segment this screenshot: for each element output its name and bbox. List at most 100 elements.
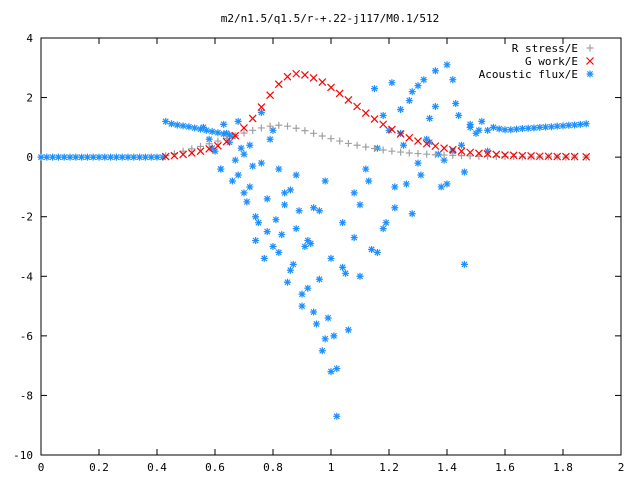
data-point xyxy=(483,149,492,158)
data-point xyxy=(260,254,268,262)
data-point xyxy=(309,73,318,82)
data-point xyxy=(553,152,562,161)
data-point xyxy=(350,189,358,197)
data-point xyxy=(361,109,370,117)
data-point xyxy=(387,125,396,134)
data-point xyxy=(484,126,492,134)
plot-frame xyxy=(40,37,622,456)
data-point xyxy=(335,89,344,98)
data-point xyxy=(89,153,97,161)
data-point xyxy=(249,126,257,134)
data-point xyxy=(246,141,254,149)
data-point xyxy=(397,105,405,113)
data-point xyxy=(315,207,323,215)
data-point xyxy=(60,153,68,161)
data-point xyxy=(431,67,439,75)
data-point xyxy=(509,151,518,160)
data-point xyxy=(292,171,300,179)
data-point xyxy=(570,152,579,161)
data-point xyxy=(72,153,80,161)
data-point xyxy=(226,138,233,146)
data-point xyxy=(484,147,492,155)
data-point xyxy=(191,124,199,132)
y-tick-label: -10 xyxy=(13,449,33,462)
data-point xyxy=(231,131,240,140)
data-point xyxy=(269,243,277,250)
data-point xyxy=(350,234,358,242)
data-point xyxy=(266,122,274,130)
data-point xyxy=(240,129,248,137)
data-point xyxy=(466,152,474,160)
data-point xyxy=(179,122,187,130)
data-point xyxy=(292,124,300,132)
data-point xyxy=(449,76,457,84)
data-point xyxy=(185,123,193,131)
data-point xyxy=(443,61,451,69)
data-point xyxy=(344,139,352,147)
x-tick-label: 0.4 xyxy=(147,461,167,474)
data-point xyxy=(492,150,501,159)
data-point xyxy=(197,125,204,133)
data-point xyxy=(298,290,306,298)
chart-title: m2/n1.5/q1.5/r-+.22-j117/M0.1/512 xyxy=(221,12,440,25)
data-point xyxy=(257,108,265,116)
data-point xyxy=(388,79,396,87)
data-point xyxy=(408,88,416,96)
data-point xyxy=(274,80,283,89)
x-tick-label: 0.8 xyxy=(263,461,283,474)
data-point xyxy=(448,145,457,154)
data-point xyxy=(275,165,283,173)
data-point xyxy=(304,284,312,292)
data-point xyxy=(405,149,413,157)
data-point xyxy=(162,152,170,160)
data-point xyxy=(362,143,370,151)
data-point xyxy=(426,114,434,122)
data-point xyxy=(199,123,207,131)
y-tick-label: 4 xyxy=(26,32,33,45)
data-point xyxy=(402,180,410,188)
data-point xyxy=(310,204,318,212)
data-point xyxy=(368,245,376,253)
data-point xyxy=(205,140,213,148)
data-point xyxy=(234,171,242,179)
data-point xyxy=(460,260,468,268)
data-point xyxy=(37,153,45,161)
data-point xyxy=(391,183,399,191)
data-point xyxy=(66,153,74,161)
data-point xyxy=(422,139,431,148)
data-point xyxy=(263,228,271,236)
data-point xyxy=(266,135,274,143)
data-point xyxy=(226,131,233,139)
data-point xyxy=(437,183,445,191)
data-point xyxy=(240,189,248,197)
data-point xyxy=(535,152,544,161)
data-point xyxy=(304,237,312,245)
data-point xyxy=(501,151,509,159)
data-point xyxy=(373,248,381,256)
data-point xyxy=(231,156,239,164)
data-point xyxy=(124,153,132,161)
data-point xyxy=(136,153,144,161)
data-point xyxy=(353,141,361,149)
data-point xyxy=(118,153,126,161)
data-point xyxy=(455,111,463,119)
data-point xyxy=(420,76,428,84)
data-point xyxy=(214,137,222,145)
data-point xyxy=(130,153,138,161)
data-point xyxy=(170,151,179,160)
data-point xyxy=(460,168,468,176)
data-point xyxy=(530,124,538,132)
data-point xyxy=(542,123,550,131)
data-point xyxy=(269,126,277,134)
data-point xyxy=(223,134,231,142)
data-point xyxy=(284,122,291,130)
data-point xyxy=(370,115,379,123)
series-acoustic-flux-e xyxy=(37,61,590,420)
data-point xyxy=(356,201,364,209)
data-point xyxy=(318,78,327,87)
y-tick-label: -8 xyxy=(20,389,33,402)
data-point xyxy=(414,137,422,145)
data-point xyxy=(440,144,449,153)
data-point xyxy=(458,141,465,149)
data-point xyxy=(561,152,570,161)
